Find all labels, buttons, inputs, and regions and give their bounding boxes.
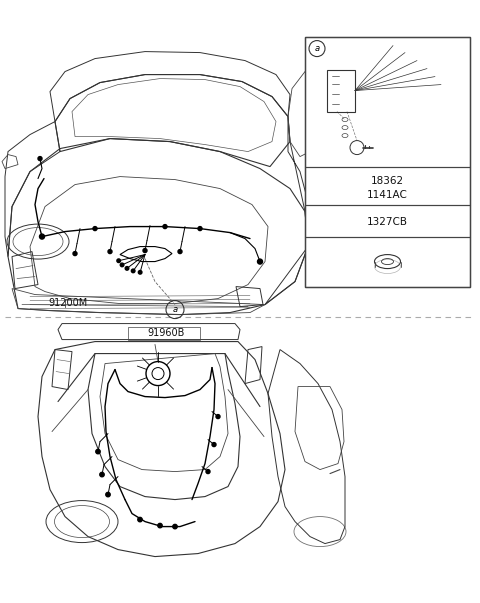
Circle shape (38, 157, 42, 160)
Circle shape (212, 443, 216, 447)
Text: 91960B: 91960B (147, 327, 184, 338)
Text: a: a (172, 305, 178, 314)
Circle shape (178, 250, 182, 254)
Text: a: a (314, 44, 320, 53)
Circle shape (163, 224, 167, 229)
Circle shape (117, 259, 120, 262)
Circle shape (257, 259, 263, 264)
Bar (305, 37, 470, 166)
Text: 91200M: 91200M (48, 297, 87, 308)
Circle shape (93, 227, 97, 230)
Bar (327, 69, 355, 112)
Circle shape (132, 269, 135, 273)
Circle shape (106, 493, 110, 497)
Circle shape (216, 415, 220, 418)
Circle shape (158, 523, 162, 528)
Circle shape (100, 472, 104, 477)
Circle shape (120, 263, 124, 267)
Circle shape (138, 271, 142, 274)
Circle shape (138, 517, 142, 522)
Text: 18362: 18362 (371, 175, 404, 186)
Circle shape (96, 449, 100, 454)
Circle shape (143, 248, 147, 253)
Text: 1141AC: 1141AC (367, 189, 408, 200)
Circle shape (198, 227, 202, 230)
Text: 1327CB: 1327CB (367, 216, 408, 227)
Circle shape (173, 525, 177, 529)
Circle shape (73, 251, 77, 256)
Bar (305, 236, 470, 286)
Circle shape (206, 470, 210, 473)
Circle shape (39, 234, 45, 239)
Circle shape (108, 250, 112, 254)
Bar (305, 166, 470, 204)
Bar (305, 204, 470, 236)
Circle shape (125, 267, 129, 270)
Bar (305, 37, 470, 286)
